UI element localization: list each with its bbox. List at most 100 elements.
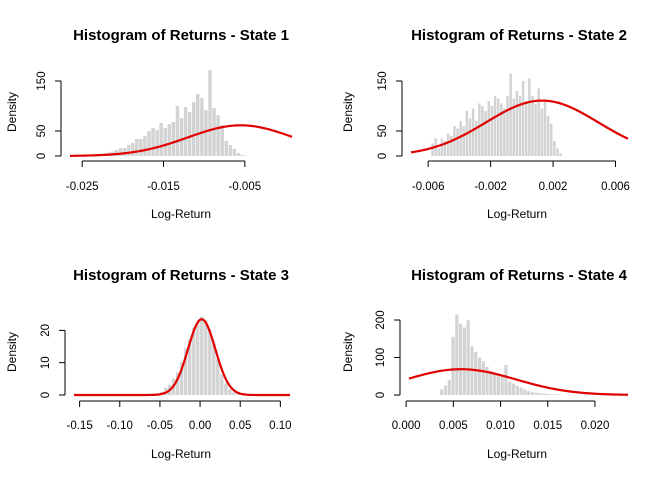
histogram-bar [440, 138, 444, 156]
x-tick-label: 0.010 [486, 420, 515, 432]
histogram-bar [509, 73, 512, 156]
histogram-bar [466, 320, 470, 395]
histogram-bar [485, 366, 489, 396]
panel-state-4: Histogram of Returns - State 4 Log-Retur… [341, 267, 629, 461]
x-axis-label: Log-Return [487, 447, 547, 461]
histogram-bar [477, 357, 482, 395]
histogram-bar [126, 145, 131, 156]
histogram-bar [437, 148, 441, 156]
histogram-bar [511, 383, 516, 395]
histogram-bar [147, 131, 151, 156]
histogram-bar [440, 389, 444, 396]
panel-state-2: Histogram of Returns - State 2 Log-Retur… [341, 27, 630, 221]
x-tick-label: -0.006 [412, 181, 445, 193]
histogram-bar [504, 365, 508, 395]
histogram-bar [151, 128, 155, 156]
histogram-bar [518, 96, 522, 156]
histogram-bar [468, 118, 472, 156]
histogram-bar [546, 116, 550, 156]
panel-state-3: Histogram of Returns - State 3 Log-Retur… [5, 267, 292, 461]
x-axis-label: Log-Return [151, 447, 211, 461]
y-tick-label: 150 [36, 71, 48, 90]
histogram-bar [155, 130, 159, 156]
x-axis-label: Log-Return [487, 207, 547, 221]
histogram-bar [531, 96, 534, 156]
histogram-bar [450, 136, 453, 156]
histogram-bar [175, 372, 180, 395]
y-tick-label: 50 [377, 125, 389, 138]
y-tick-label: 0 [375, 392, 387, 398]
histogram-bar [175, 106, 180, 156]
histogram-bar [489, 370, 493, 396]
chart-title: Histogram of Returns - State 4 [411, 267, 628, 284]
histogram-bar [204, 320, 208, 395]
histogram-bar [163, 128, 167, 156]
histogram-bar [484, 111, 487, 156]
histogram-bar [143, 136, 147, 156]
x-tick-label: -0.025 [66, 181, 99, 193]
histogram-bar [192, 327, 196, 395]
histogram-bar [200, 316, 204, 395]
histogram-bar [208, 70, 212, 156]
x-tick-label: 0.015 [533, 420, 562, 432]
y-tick-label: 150 [377, 71, 389, 90]
histogram-bar [191, 102, 196, 156]
density-curve [69, 124, 293, 157]
y-tick-label: 50 [36, 125, 48, 138]
histogram-bar [519, 387, 523, 395]
histogram-bar [459, 121, 462, 156]
histogram-bar [224, 141, 228, 156]
histogram-bar [228, 389, 232, 395]
histogram-bar [503, 108, 506, 156]
density-curve [74, 318, 290, 397]
histogram-bar [462, 126, 466, 156]
x-tick-label: -0.005 [229, 181, 262, 193]
x-tick-label: 0.00 [189, 420, 211, 432]
histogram-bar [462, 327, 466, 395]
histogram-bar [515, 385, 519, 396]
histogram-bar [135, 139, 139, 156]
y-axis-label: Density [5, 332, 19, 372]
x-tick-label: 0.002 [539, 181, 568, 193]
y-tick-label: 10 [40, 356, 52, 369]
panel-state-1: Histogram of Returns - State 1 Log-Retur… [5, 27, 293, 221]
histogram-bar [187, 112, 192, 156]
density-curve [408, 368, 629, 396]
histogram-bar [549, 394, 553, 395]
histogram-bar [196, 321, 200, 395]
x-tick-label: -0.05 [147, 420, 173, 432]
histogram-bar [196, 94, 200, 156]
histogram-bar [446, 133, 450, 156]
y-tick-label: 0 [377, 153, 389, 159]
y-axis-label: Density [341, 92, 355, 132]
histogram-bar [456, 128, 459, 156]
histogram-bar [212, 342, 216, 395]
histogram-bar [496, 98, 500, 156]
histogram-bar [224, 383, 228, 395]
histogram-bar [475, 121, 478, 156]
y-axis-label: Density [5, 92, 19, 132]
histogram-bar [515, 91, 519, 156]
histogram-bar [478, 103, 481, 156]
density-curve [410, 99, 629, 154]
histogram-bar [534, 103, 537, 156]
histogram-bar [508, 381, 512, 396]
histogram-bar [220, 374, 224, 395]
histogram-bar [179, 362, 184, 395]
histogram-bar [232, 149, 237, 156]
histogram-bar [236, 393, 240, 395]
x-tick-label: 0.000 [392, 420, 421, 432]
histogram-bar [122, 148, 127, 156]
histogram-bar [216, 115, 220, 156]
histogram-bar [512, 98, 515, 156]
x-tick-label: 0.10 [269, 420, 291, 432]
histogram-bar [240, 155, 245, 156]
y-tick-label: 0 [40, 392, 52, 398]
histogram-bar [455, 314, 459, 396]
x-tick-label: 0.005 [439, 420, 468, 432]
histogram-bar [474, 351, 478, 396]
chart-title: Histogram of Returns - State 1 [73, 27, 289, 44]
histogram-bar [487, 101, 491, 156]
histogram-bar [118, 148, 123, 156]
